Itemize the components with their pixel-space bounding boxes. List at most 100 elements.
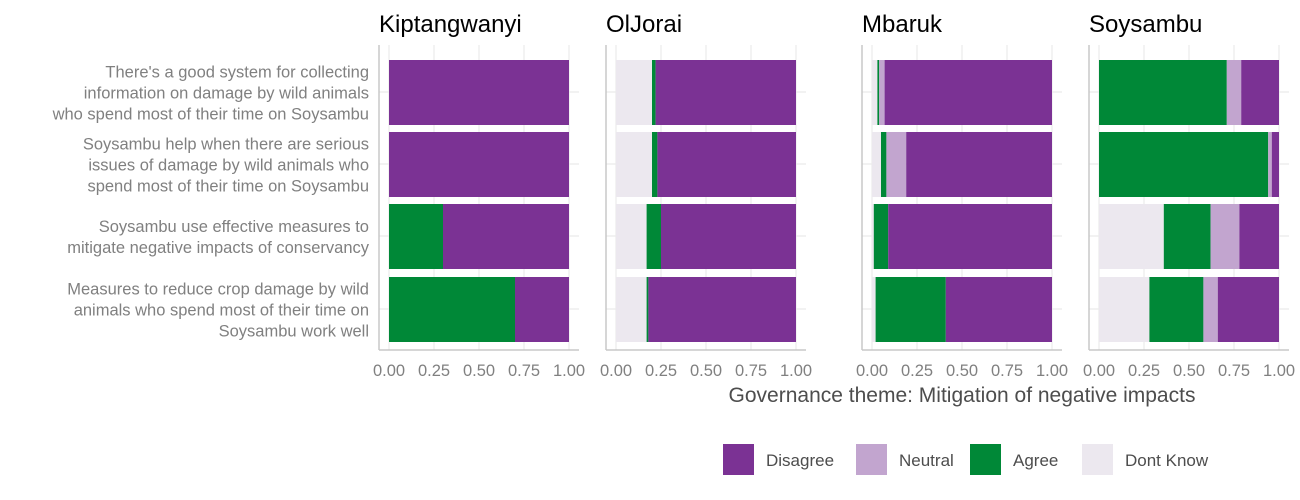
x-tick-label: 0.00 bbox=[600, 362, 632, 380]
bar-segment-disagree bbox=[888, 204, 1052, 269]
bar-segment-disagree bbox=[657, 132, 796, 197]
bar-segment-dont-know bbox=[872, 60, 878, 125]
facet-title: OlJorai bbox=[606, 11, 682, 38]
legend-key bbox=[856, 444, 887, 475]
bar-segment-dont-know bbox=[1099, 277, 1150, 342]
facet-title: Mbaruk bbox=[862, 11, 943, 38]
question-labels: There's a good system for collecting info… bbox=[52, 64, 370, 341]
bar-segment-agree bbox=[873, 204, 889, 269]
bar-segment-dont-know bbox=[872, 132, 881, 197]
legend-item-agree: Agree bbox=[970, 444, 1058, 475]
x-tick-label: 0.75 bbox=[508, 362, 540, 380]
legend-item-dont-know: Dont Know bbox=[1082, 444, 1209, 475]
x-tick-label: 0.75 bbox=[1218, 362, 1250, 380]
bar-segment-neutral bbox=[1210, 204, 1240, 269]
bar-segment-disagree bbox=[443, 204, 569, 269]
x-tick-label: 1.00 bbox=[1263, 362, 1295, 380]
legend-key bbox=[970, 444, 1001, 475]
bar-segment-neutral bbox=[1268, 132, 1272, 197]
facet-title: Soysambu bbox=[1089, 11, 1202, 38]
bar-segment-disagree bbox=[655, 60, 796, 125]
x-tick-label: 1.00 bbox=[553, 362, 585, 380]
question-label-line: Soysambu help when there are serious bbox=[83, 136, 369, 154]
x-tick-label: 0.25 bbox=[1128, 362, 1160, 380]
bar-segment-dont-know bbox=[616, 277, 647, 342]
legend-key bbox=[723, 444, 754, 475]
question-label-line: There's a good system for collecting bbox=[105, 64, 369, 82]
bar-segment-agree bbox=[389, 204, 443, 269]
x-tick-label: 0.25 bbox=[645, 362, 677, 380]
bar-segment-disagree bbox=[884, 60, 1052, 125]
question-label-line: spend most of their time on Soysambu bbox=[87, 178, 369, 196]
x-tick-label: 0.50 bbox=[1173, 362, 1205, 380]
bar-segment-neutral bbox=[879, 60, 885, 125]
bar-segment-dont-know bbox=[872, 277, 876, 342]
bar-segment-disagree bbox=[648, 277, 796, 342]
question-label-line: issues of damage by wild animals who bbox=[88, 157, 369, 175]
bar-segment-agree bbox=[1099, 60, 1227, 125]
facets-layer: Kiptangwanyi 0.00 0.25 0.50 0.75 1.00 OlJorai 0… bbox=[373, 11, 1295, 380]
legend: Disagree Neutral Agree Dont Know bbox=[723, 444, 1209, 475]
facet-mbaruk: Mbaruk 0.00 0.25 0.50 0.75 1.00 bbox=[856, 11, 1068, 380]
question-label-line: information on damage by wild animals bbox=[84, 85, 369, 103]
question-label-line: who spend most of their time on Soysambu bbox=[52, 106, 369, 124]
bar-segment-neutral bbox=[1203, 277, 1218, 342]
question-label-line: Soysambu work well bbox=[219, 323, 369, 341]
x-tick-label: 0.75 bbox=[991, 362, 1023, 380]
bar-segment-agree bbox=[652, 60, 656, 125]
bar-segment-disagree bbox=[945, 277, 1052, 342]
facet-kiptangwanyi: Kiptangwanyi 0.00 0.25 0.50 0.75 1.00 bbox=[373, 11, 585, 380]
question-label-line: animals who spend most of their time on bbox=[74, 302, 369, 320]
question-label-line: Measures to reduce crop damage by wild bbox=[67, 281, 369, 299]
bar-segment-disagree bbox=[1217, 277, 1279, 342]
question-label-line: Soysambu use effective measures to bbox=[99, 218, 369, 236]
bar-segment-agree bbox=[881, 132, 887, 197]
bar-segment-disagree bbox=[389, 132, 569, 197]
bar-segment-agree bbox=[877, 60, 880, 125]
x-tick-label: 0.00 bbox=[856, 362, 888, 380]
question-label-line: mitigate negative impacts of conservancy bbox=[67, 239, 369, 257]
x-tick-label: 0.50 bbox=[946, 362, 978, 380]
bar-segment-agree bbox=[875, 277, 946, 342]
bar-segment-neutral bbox=[886, 132, 907, 197]
bar-segment-dont-know bbox=[872, 204, 874, 269]
bar-segment-disagree bbox=[1241, 60, 1279, 125]
x-tick-label: 0.50 bbox=[690, 362, 722, 380]
facet-title: Kiptangwanyi bbox=[379, 11, 522, 38]
legend-label: Dont Know bbox=[1125, 451, 1209, 470]
x-tick-label: 1.00 bbox=[1036, 362, 1068, 380]
legend-item-neutral: Neutral bbox=[856, 444, 954, 475]
bar-segment-agree bbox=[646, 277, 649, 342]
facet-soysambu: Soysambu 0.00 0.25 0.50 0.75 1.00 bbox=[1083, 11, 1295, 380]
legend-item-disagree: Disagree bbox=[723, 444, 834, 475]
x-tick-label: 0.00 bbox=[1083, 362, 1115, 380]
x-tick-label: 0.25 bbox=[418, 362, 450, 380]
bar-segment-disagree bbox=[1271, 132, 1279, 197]
bar-segment-disagree bbox=[906, 132, 1052, 197]
bar-segment-dont-know bbox=[616, 60, 652, 125]
bar-segment-agree bbox=[389, 277, 515, 342]
bar-segment-agree bbox=[652, 132, 658, 197]
bar-segment-dont-know bbox=[616, 204, 647, 269]
x-axis-title: Governance theme: Mitigation of negative… bbox=[729, 384, 1196, 407]
x-tick-label: 0.00 bbox=[373, 362, 405, 380]
bar-segment-neutral bbox=[1226, 60, 1242, 125]
bar-segment-dont-know bbox=[1099, 204, 1164, 269]
bar-segment-disagree bbox=[515, 277, 569, 342]
facet-oljorai: OlJorai 0.00 0.25 0.50 0.75 1.00 bbox=[600, 11, 812, 380]
legend-label: Disagree bbox=[766, 451, 834, 470]
bar-segment-agree bbox=[1163, 204, 1211, 269]
bar-segment-disagree bbox=[661, 204, 796, 269]
bar-segment-dont-know bbox=[616, 132, 652, 197]
bar-segment-agree bbox=[1149, 277, 1204, 342]
legend-label: Neutral bbox=[899, 451, 954, 470]
x-tick-label: 0.25 bbox=[901, 362, 933, 380]
legend-key bbox=[1082, 444, 1113, 475]
x-tick-label: 1.00 bbox=[780, 362, 812, 380]
x-tick-label: 0.50 bbox=[463, 362, 495, 380]
bar-segment-agree bbox=[646, 204, 661, 269]
legend-label: Agree bbox=[1013, 451, 1058, 470]
bar-segment-disagree bbox=[1239, 204, 1279, 269]
bar-segment-agree bbox=[1099, 132, 1269, 197]
